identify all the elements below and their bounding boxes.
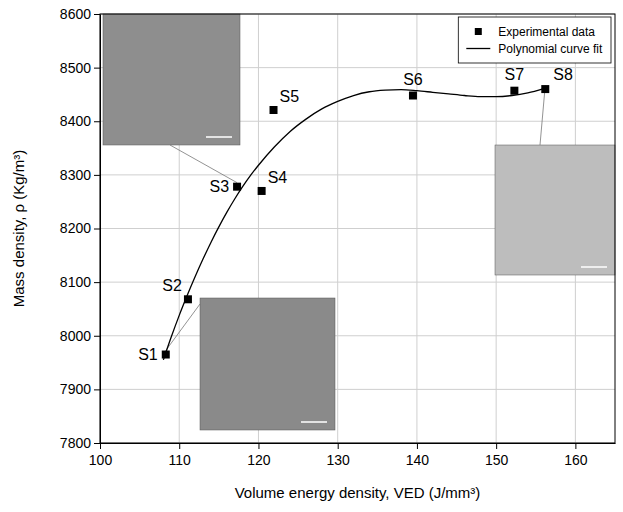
grid	[100, 14, 615, 443]
y-axis-line	[100, 15, 101, 444]
y-axis-title: Mass density, ρ (Kg/m³)	[10, 150, 27, 307]
y-tick-label: 8300	[60, 167, 91, 183]
point-label: S7	[505, 66, 525, 83]
legend-label: Polynomial curve fit	[498, 42, 603, 56]
x-tick: 140	[406, 443, 430, 468]
x-tick-label: 150	[485, 452, 509, 468]
leader-line	[166, 304, 200, 351]
x-axis-title: Volume energy density, VED (J/mm³)	[235, 484, 481, 501]
y-tick: 8100	[60, 274, 100, 290]
point-label: S3	[209, 178, 229, 195]
point-label: S6	[403, 71, 423, 88]
grid-line-y	[100, 389, 615, 390]
x-tick: 130	[327, 443, 351, 468]
inset-micrograph	[495, 145, 615, 275]
x-tick-mark	[100, 443, 101, 449]
y-tick: 8600	[60, 6, 100, 22]
y-tick-label: 8000	[60, 328, 91, 344]
y-tick-mark	[94, 389, 100, 390]
y-tick: 7800	[60, 435, 100, 451]
inset-micrograph	[103, 14, 240, 145]
y-tick-mark	[94, 229, 100, 230]
x-tick: 160	[564, 443, 588, 468]
inset-scale-bar	[206, 136, 232, 138]
y-tick-mark	[94, 14, 100, 15]
inset-image	[103, 14, 240, 145]
legend: Experimental data Polynomial curve fit	[458, 17, 611, 63]
x-tick-mark	[417, 443, 418, 449]
y-axis: 7800 7900 8000 8100 8200 8300 8400 8500 8600	[60, 6, 101, 451]
x-tick-mark	[575, 443, 576, 449]
inset-image	[200, 298, 335, 430]
y-tick-label: 7900	[60, 381, 91, 397]
legend-box	[458, 17, 611, 63]
x-tick: 100	[89, 443, 113, 468]
x-tick-label: 120	[247, 452, 271, 468]
x-axis-line	[101, 443, 616, 444]
inset-micrograph	[200, 298, 335, 430]
y-tick-label: 7800	[60, 435, 91, 451]
fit-curve	[163, 89, 543, 360]
legend-label: Experimental data	[498, 25, 595, 39]
x-tick: 110	[169, 443, 192, 468]
x-tick-label: 110	[169, 452, 192, 468]
inset-scale-bar	[581, 266, 607, 268]
x-tick: 120	[247, 443, 271, 468]
plot-frame	[100, 14, 615, 443]
y-tick: 8300	[60, 167, 100, 183]
point-labels: S1 S2 S3 S4 S5 S6 S7 S8	[138, 66, 573, 363]
y-tick-label: 8600	[60, 6, 91, 22]
point-label: S2	[162, 277, 182, 294]
y-tick: 8000	[60, 328, 100, 344]
marks	[162, 85, 550, 360]
y-tick: 8500	[60, 60, 100, 76]
y-tick-label: 8500	[60, 60, 91, 76]
leader-line	[540, 85, 545, 145]
inset-scale-bar	[301, 421, 327, 423]
y-tick-mark	[94, 336, 100, 337]
y-tick-label: 8400	[60, 113, 91, 129]
y-tick-mark	[94, 443, 100, 444]
x-tick-label: 100	[89, 452, 113, 468]
point-label: S1	[138, 346, 158, 363]
x-tick: 150	[485, 443, 509, 468]
x-tick-mark	[338, 443, 339, 449]
y-tick: 8200	[60, 220, 100, 236]
x-tick-mark	[179, 443, 180, 449]
data-point	[270, 106, 278, 114]
legend-swatch	[475, 28, 482, 35]
x-tick-mark	[258, 443, 259, 449]
y-tick: 7900	[60, 381, 100, 397]
data-point	[510, 87, 518, 95]
y-tick-mark	[94, 282, 100, 283]
x-axis: 100 110 120 130 140 150 160	[89, 443, 616, 468]
y-tick-mark	[94, 175, 100, 176]
point-label: S4	[268, 169, 288, 186]
data-point	[258, 187, 266, 195]
x-tick-label: 130	[327, 452, 351, 468]
x-tick-label: 140	[406, 452, 430, 468]
x-tick-mark	[496, 443, 497, 449]
point-label: S5	[280, 88, 300, 105]
y-tick: 8400	[60, 113, 100, 129]
data-point	[233, 183, 241, 191]
y-tick-label: 8200	[60, 220, 91, 236]
plot: 100 110 120 130 140 150 160 7800 7900 8000 8100 820…	[60, 6, 616, 468]
y-tick-label: 8100	[60, 274, 91, 290]
x-tick-label: 160	[564, 452, 588, 468]
y-tick-mark	[94, 68, 100, 69]
data-point	[409, 92, 417, 100]
legend-swatch	[466, 48, 490, 49]
chart: 100 110 120 130 140 150 160 7800 7900 8000 8100 820…	[0, 0, 623, 512]
y-tick-mark	[94, 121, 100, 122]
point-label: S8	[553, 66, 573, 83]
inset-image	[495, 145, 615, 275]
